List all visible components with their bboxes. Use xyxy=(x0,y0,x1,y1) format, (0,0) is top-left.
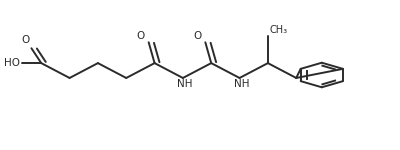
Text: O: O xyxy=(21,35,30,45)
Text: HO: HO xyxy=(4,58,20,68)
Text: NH: NH xyxy=(177,80,193,89)
Text: O: O xyxy=(136,31,145,41)
Text: CH₃: CH₃ xyxy=(270,25,288,35)
Text: NH: NH xyxy=(234,80,249,89)
Text: O: O xyxy=(193,31,201,41)
